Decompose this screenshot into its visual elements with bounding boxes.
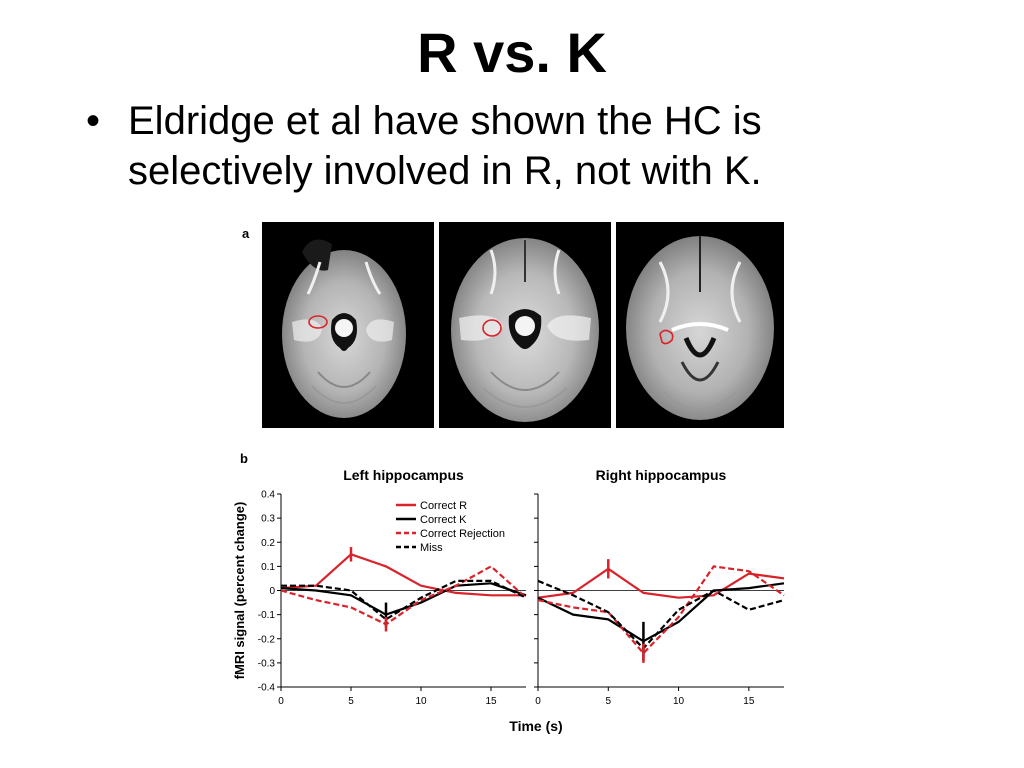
legend-label: Correct Rejection xyxy=(420,528,505,540)
x-tick-label: 10 xyxy=(673,696,685,707)
y-tick-label: -0.3 xyxy=(258,658,276,669)
x-tick-label: 0 xyxy=(278,696,284,707)
panel-a-label: a xyxy=(242,226,250,241)
y-tick-label: 0.3 xyxy=(261,514,275,525)
series-line-miss xyxy=(281,579,527,621)
y-tick-label: -0.1 xyxy=(258,610,276,621)
series-line-correct-k xyxy=(280,582,527,616)
y-tick-label: 0.2 xyxy=(261,538,275,549)
panel-b-label: b xyxy=(240,451,248,466)
series-line-miss xyxy=(537,579,785,650)
bullet-text: Eldridge et al have shown the HC is sele… xyxy=(128,99,762,193)
slide-title: R vs. K xyxy=(417,21,607,84)
y-tick-label: 0 xyxy=(269,586,275,597)
x-tick-label: 15 xyxy=(485,696,497,707)
y-tick-label: -0.4 xyxy=(258,683,276,694)
brain-mri-image-1 xyxy=(262,222,434,428)
x-axis-label: Time (s) xyxy=(509,718,562,734)
legend-label: Correct R xyxy=(420,500,467,512)
y-tick-label: 0.4 xyxy=(261,490,275,501)
x-tick-label: 0 xyxy=(535,696,541,707)
legend-label: Correct K xyxy=(420,514,467,526)
x-tick-label: 15 xyxy=(743,696,755,707)
legend-label: Miss xyxy=(420,542,443,554)
brain-mri-image-3 xyxy=(616,222,784,428)
brain-mri-image-2 xyxy=(439,222,611,428)
y-axis-label: fMRI signal (percent change) xyxy=(232,502,247,680)
series-line-correct-r xyxy=(280,553,526,597)
bullet-marker: • xyxy=(86,99,101,143)
chart-title-1: Left hippocampus xyxy=(343,467,464,483)
x-tick-label: 5 xyxy=(606,696,612,707)
y-tick-label: 0.1 xyxy=(261,562,275,573)
chart-title-2: Right hippocampus xyxy=(596,467,727,483)
series-line-correct-k xyxy=(537,582,785,643)
x-tick-label: 10 xyxy=(415,696,427,707)
x-tick-label: 5 xyxy=(348,696,354,707)
series-line-correct-rejection xyxy=(537,565,785,655)
y-tick-label: -0.2 xyxy=(258,634,276,645)
series-line-correct-r xyxy=(537,567,785,599)
